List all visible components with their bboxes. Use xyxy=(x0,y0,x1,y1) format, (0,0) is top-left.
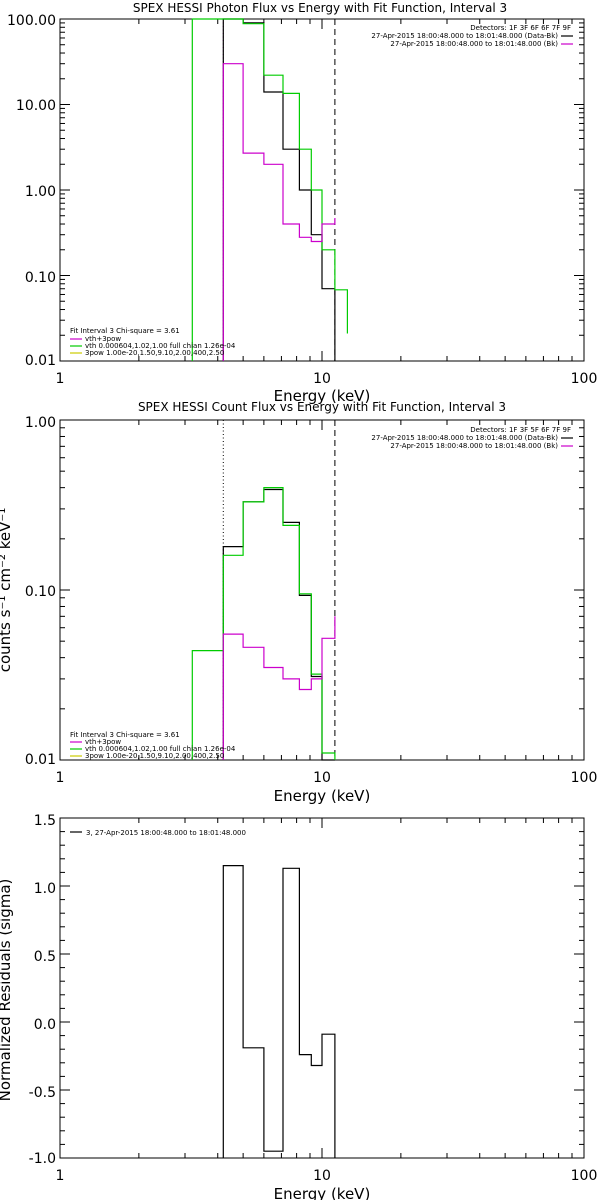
panel3-axes-frame xyxy=(59,817,585,1159)
panel-photon-flux: SPEX HESSI Photon Flux vs Energy with Fi… xyxy=(7,1,597,405)
panel3-ytick-label: 0.0 xyxy=(34,1017,56,1033)
panel2-xtick-label: 1 xyxy=(56,770,65,786)
panel1-series-line-1 xyxy=(191,18,348,361)
panel2-header-line: Detectors: 1F 3F 5F 6F 7F 9F xyxy=(470,426,571,434)
panel3-ytick-label: -1.0 xyxy=(29,1151,56,1167)
panel1-legend-line: Fit Interval 3 Chi-square = 3.61 xyxy=(70,327,180,335)
panel3-xtick-label: 10 xyxy=(313,1168,331,1184)
panel1-series xyxy=(191,18,348,361)
panel3-tick-marks xyxy=(59,817,584,1159)
panel3-ytick-label: 1.0 xyxy=(34,881,56,897)
panel2-series-line-0 xyxy=(222,488,335,761)
panel3-xtick-label: 1 xyxy=(56,1168,65,1184)
panel-residuals: 1.5 1.0 0.5 0.0 -0.5 -1.0 1 10 100 Energ… xyxy=(0,813,597,1200)
panel1-ytick-label: 0.10 xyxy=(25,270,56,286)
panel2-xtick-label: 100 xyxy=(571,770,598,786)
panel1-ytick-label: 100.00 xyxy=(7,13,56,29)
panel1-series-line-2 xyxy=(222,63,336,361)
panel2-yaxis-label: counts s⁻¹ cm⁻² keV⁻¹ xyxy=(0,508,14,673)
panel1-header-line: 27-Apr-2015 18:00:48.000 to 18:01:48.000… xyxy=(371,32,558,40)
panel2-title: SPEX HESSI Count Flux vs Energy with Fit… xyxy=(138,400,506,414)
panel3-ytick-label: -0.5 xyxy=(29,1085,56,1101)
panel1-xtick-label: 100 xyxy=(571,371,598,387)
panel1-xtick-label: 1 xyxy=(56,371,65,387)
panel3-xaxis-label: Energy (keV) xyxy=(274,1185,371,1200)
panel2-series-line-1 xyxy=(191,487,336,760)
panel2-xtick-label: 10 xyxy=(313,770,331,786)
panel3-yaxis-label: Normalized Residuals (sigma) xyxy=(0,879,14,1102)
panel2-series xyxy=(191,487,336,761)
panel1-ytick-label: 1.00 xyxy=(25,184,56,200)
panel1-xtick-label: 10 xyxy=(313,371,331,387)
panel2-xaxis-label: Energy (keV) xyxy=(274,787,371,805)
panel2-ytick-label: 1.00 xyxy=(25,415,56,431)
panel3-series-line-0 xyxy=(222,865,336,1158)
panel3-ytick-label: 1.5 xyxy=(34,813,56,829)
panel1-xaxis-label: Energy (keV) xyxy=(274,387,371,405)
panel3-ytick-label: 0.5 xyxy=(34,949,56,965)
panel1-ytick-label: 0.01 xyxy=(25,353,56,369)
panel1-legend-line: vth+3pow xyxy=(85,335,121,343)
panel2-header-line: 27-Apr-2015 18:00:48.000 to 18:01:48.000… xyxy=(371,434,558,442)
panel1-title: SPEX HESSI Photon Flux vs Energy with Fi… xyxy=(133,1,507,15)
panel2-header-line: 27-Apr-2015 18:00:48.000 to 18:01:48.000… xyxy=(390,442,558,450)
panel3-series xyxy=(222,865,336,1158)
panel2-legend-line: Fit Interval 3 Chi-square = 3.61 xyxy=(70,731,180,739)
panel2-ytick-label: 0.01 xyxy=(25,752,56,768)
panel3-legend-line: 3, 27-Apr-2015 18:00:48.000 to 18:01:48.… xyxy=(86,829,246,837)
panel1-legend-line: 3pow 1.00e-20,1.50,9.10,2.00,400,2.50 xyxy=(85,349,224,357)
panel2-ytick-label: 0.10 xyxy=(25,584,56,600)
panel2-legend-line: vth+3pow xyxy=(85,738,121,746)
panel1-header-line: Detectors: 1F 3F 6F 6F 7F 9F xyxy=(470,24,571,32)
panel1-header-line: 27-Apr-2015 18:00:48.000 to 18:01:48.000… xyxy=(390,40,558,48)
panel2-series-line-2 xyxy=(222,616,336,760)
panel-count-flux: SPEX HESSI Count Flux vs Energy with Fit… xyxy=(0,400,597,805)
panel1-ytick-label: 10.00 xyxy=(16,98,56,114)
panel2-legend-line: vth 0.000604,1.02,1.00 full chian 1.26e-… xyxy=(85,745,236,753)
panel3-xtick-label: 100 xyxy=(571,1168,598,1184)
panel2-reference-lines xyxy=(222,420,336,760)
panel1-legend-line: vth 0.000604,1.02,1.00 full chian 1.26e-… xyxy=(85,342,236,350)
panel2-legend-line: 3pow 1.00e-20,1.50,9.10,2.00,400,2.50 xyxy=(85,752,224,760)
